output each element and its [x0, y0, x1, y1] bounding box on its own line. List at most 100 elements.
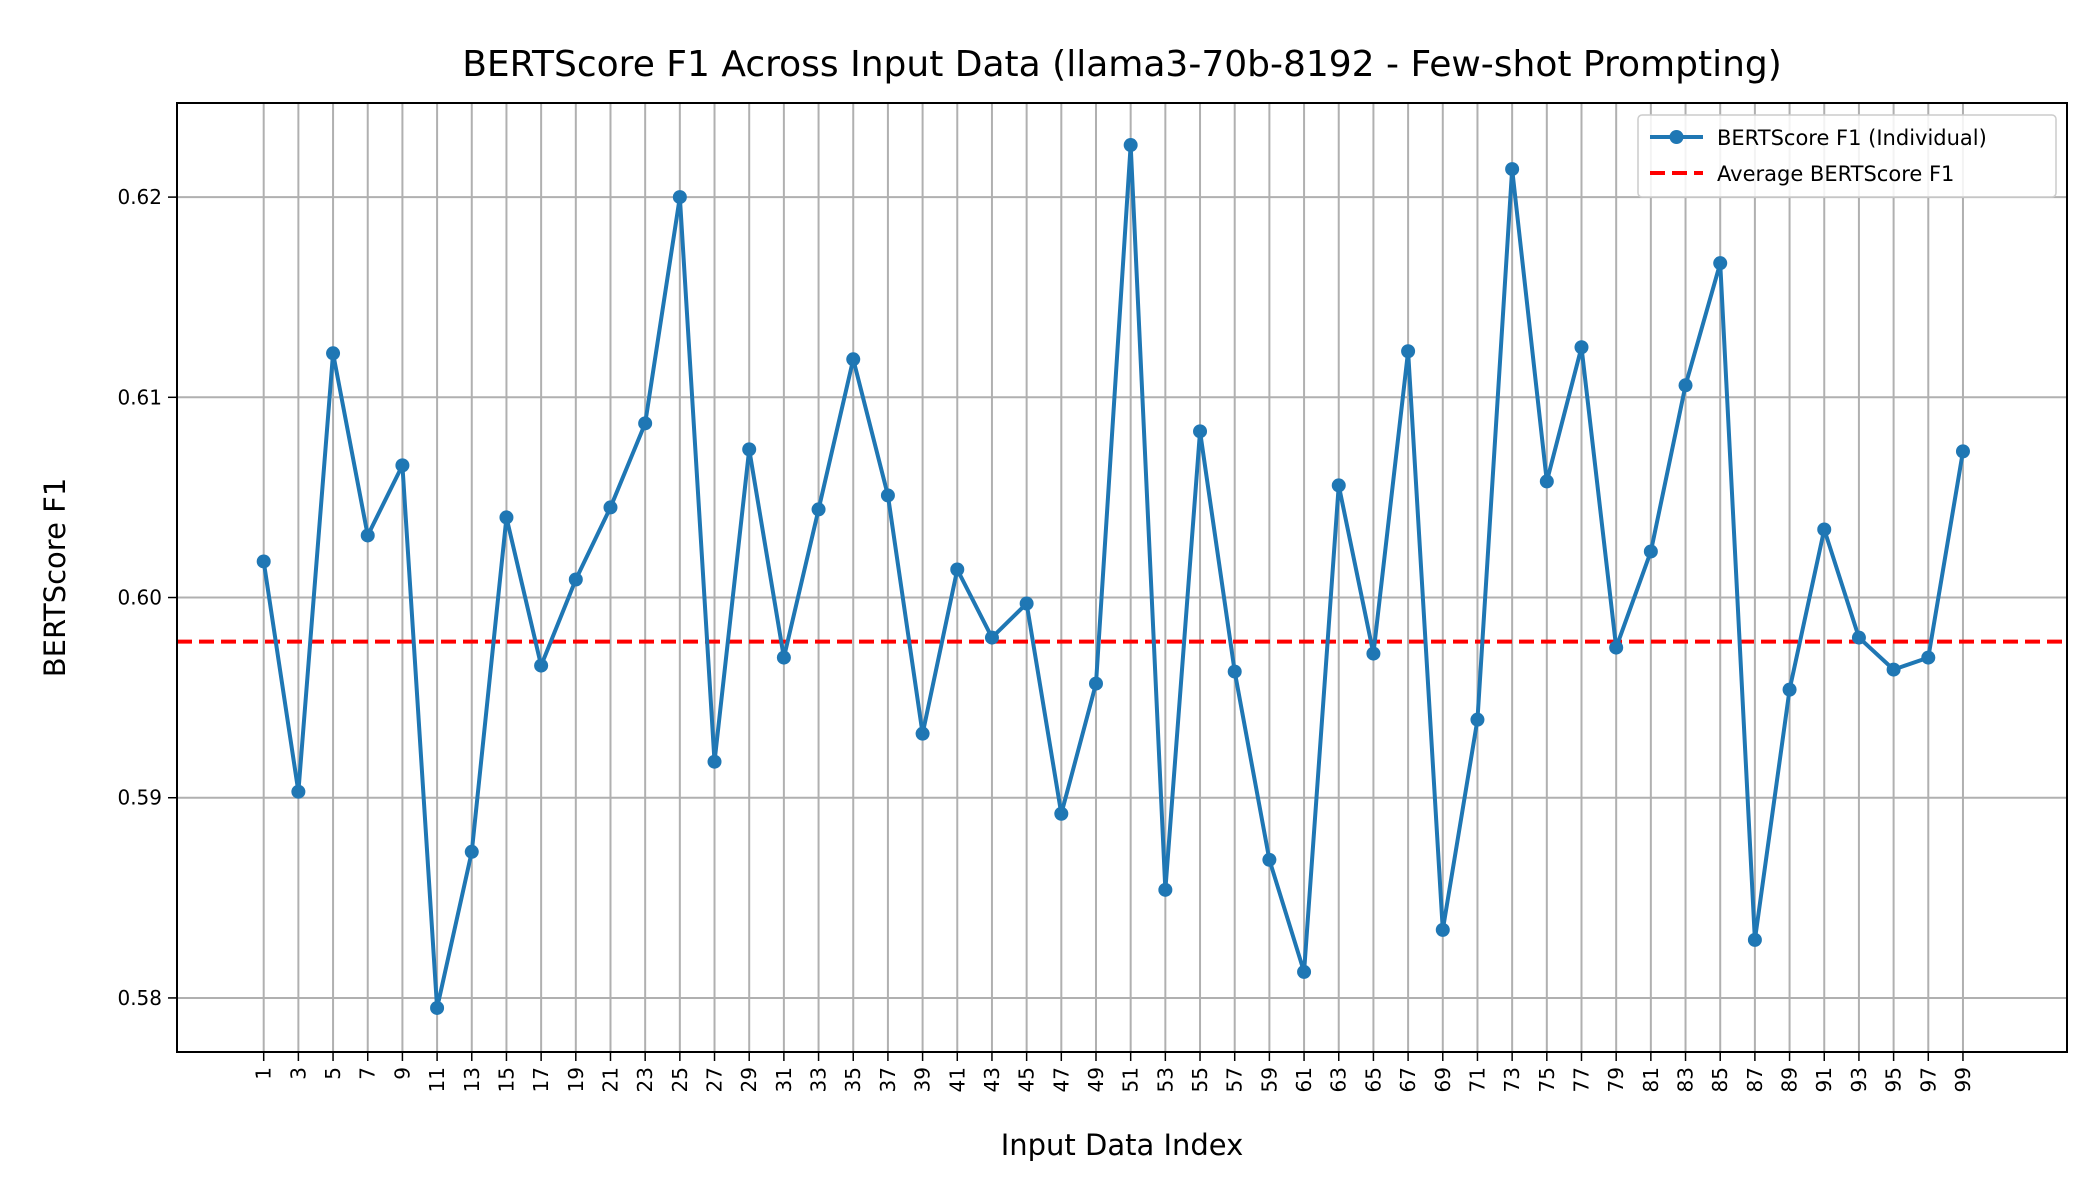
data-point — [1193, 424, 1208, 439]
data-point — [1817, 522, 1832, 537]
x-tick-label: 21 — [598, 1067, 622, 1092]
data-point — [1643, 544, 1658, 559]
data-point — [846, 352, 861, 367]
data-point — [464, 844, 479, 859]
plot-frame — [176, 102, 2068, 1053]
x-tick-label: 41 — [945, 1067, 969, 1092]
data-point — [1331, 478, 1346, 493]
data-point — [1678, 378, 1693, 393]
x-tick-label: 59 — [1257, 1067, 1281, 1092]
x-tick-label: 39 — [911, 1067, 935, 1092]
data-point — [1158, 882, 1173, 897]
data-point — [984, 630, 999, 645]
legend-marker-individual — [1669, 130, 1684, 144]
data-point — [499, 510, 514, 525]
data-point — [1955, 444, 1970, 459]
legend: BERTScore F1 (Individual) Average BERTSc… — [1637, 114, 2057, 198]
x-tick-label: 29 — [737, 1067, 761, 1092]
x-axis-label: Input Data Index — [1001, 1128, 1244, 1162]
x-tick-label: 91 — [1812, 1067, 1836, 1092]
x-tick-label: 13 — [460, 1067, 484, 1092]
legend-label-average: Average BERTScore F1 — [1717, 162, 1954, 186]
x-tick-label: 77 — [1569, 1067, 1593, 1092]
y-tick-label: 0.58 — [117, 986, 162, 1010]
data-point — [291, 784, 306, 799]
data-point — [1886, 662, 1901, 677]
x-tick-label: 53 — [1153, 1067, 1177, 1092]
data-point — [707, 754, 722, 769]
data-point — [1505, 162, 1520, 177]
data-point — [1609, 640, 1624, 655]
x-tick-label: 7 — [356, 1067, 380, 1080]
legend-box — [1637, 114, 2057, 198]
data-point — [568, 572, 583, 587]
data-point — [534, 658, 549, 673]
y-tick-label: 0.60 — [117, 586, 162, 610]
x-tick-label: 97 — [1916, 1067, 1940, 1092]
x-tick-label: 79 — [1604, 1067, 1628, 1092]
x-tick-label: 57 — [1223, 1067, 1247, 1092]
y-axis-label: BERTScore F1 — [38, 478, 72, 678]
x-tick-label: 3 — [286, 1067, 310, 1080]
data-point — [1088, 676, 1103, 691]
y-tick-label: 0.61 — [117, 385, 162, 409]
data-point — [915, 726, 930, 741]
x-tick-label: 89 — [1778, 1067, 1802, 1092]
x-tick-label: 35 — [841, 1067, 865, 1092]
x-tick-label: 19 — [564, 1067, 588, 1092]
data-point — [603, 500, 618, 515]
chart-title: BERTScore F1 Across Input Data (llama3-7… — [462, 44, 1782, 85]
x-tick-label: 99 — [1951, 1067, 1975, 1092]
x-tick-label: 37 — [876, 1067, 900, 1092]
x-tick-label: 5 — [321, 1067, 345, 1080]
data-points — [256, 138, 1970, 1015]
legend-label-individual: BERTScore F1 (Individual) — [1717, 126, 1987, 150]
data-point — [1574, 340, 1589, 355]
x-tick-label: 85 — [1708, 1067, 1732, 1092]
data-point — [742, 442, 757, 457]
data-point — [395, 458, 410, 473]
data-point — [672, 190, 687, 205]
data-point — [1262, 852, 1277, 867]
x-tick-label: 81 — [1639, 1067, 1663, 1092]
data-point — [1227, 664, 1242, 679]
x-tick-label: 61 — [1292, 1067, 1316, 1092]
x-tick-label: 51 — [1119, 1067, 1143, 1092]
data-point — [880, 488, 895, 503]
x-axis-ticks: 1 3 5 7 9 11 13 15 17 19 21 23 25 27 29 31 33 35 37 39 41 43 4… — [252, 1052, 1975, 1092]
data-point — [1782, 682, 1797, 697]
y-tick-label: 0.62 — [117, 185, 162, 209]
data-point — [256, 554, 271, 569]
y-tick-label: 0.59 — [117, 786, 162, 810]
x-tick-label: 67 — [1396, 1067, 1420, 1092]
x-tick-label: 33 — [807, 1067, 831, 1092]
data-point — [950, 562, 965, 577]
data-point — [1851, 630, 1866, 645]
data-point — [1019, 596, 1034, 611]
data-point — [360, 528, 375, 543]
data-point — [1539, 474, 1554, 489]
x-tick-label: 45 — [1015, 1067, 1039, 1092]
x-tick-label: 73 — [1500, 1067, 1524, 1092]
x-tick-label: 75 — [1535, 1067, 1559, 1092]
x-tick-label: 63 — [1327, 1067, 1351, 1092]
data-point — [1470, 712, 1485, 727]
data-point — [811, 502, 826, 517]
x-tick-label: 1 — [252, 1067, 276, 1080]
x-tick-label: 31 — [772, 1067, 796, 1092]
x-tick-label: 93 — [1847, 1067, 1871, 1092]
x-tick-label: 17 — [529, 1067, 553, 1092]
x-tick-label: 9 — [390, 1067, 414, 1080]
x-tick-label: 25 — [668, 1067, 692, 1092]
x-tick-label: 87 — [1743, 1067, 1767, 1092]
data-point — [1435, 922, 1450, 937]
data-point — [1921, 650, 1936, 665]
data-point — [638, 416, 653, 431]
x-tick-label: 27 — [703, 1067, 727, 1092]
data-point — [1713, 256, 1728, 271]
x-tick-label: 55 — [1188, 1067, 1212, 1092]
x-tick-label: 49 — [1084, 1067, 1108, 1092]
